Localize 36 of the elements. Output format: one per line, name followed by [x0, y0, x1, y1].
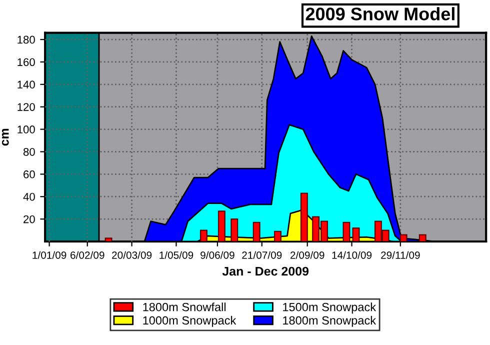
- x-tick-label: 1/05/09: [160, 251, 194, 259]
- x-tick-label: 20/03/09: [112, 251, 152, 259]
- x-axis-title: Jan - Dec 2009: [222, 266, 309, 276]
- y-tick-label: 140: [18, 80, 35, 89]
- bar: [274, 230, 282, 242]
- legend-label: 1500m Snowpack: [283, 302, 376, 314]
- y-tick-label: 160: [18, 58, 35, 66]
- y-tick-label: 40: [23, 192, 35, 201]
- x-tick-label: 1/01/09: [32, 251, 66, 259]
- bar: [342, 222, 350, 242]
- bar: [230, 218, 238, 242]
- bar: [200, 230, 208, 242]
- bar: [400, 234, 408, 242]
- x-tick-label: 29/11/09: [381, 251, 420, 259]
- x-tick-label: 9/06/09: [200, 251, 234, 259]
- bar: [352, 227, 360, 242]
- y-tick-label: 100: [18, 126, 35, 134]
- bar: [418, 234, 426, 242]
- legend-label: 1800m Snowfall: [143, 302, 226, 312]
- y-tick-label: 80: [23, 148, 35, 156]
- x-tick-label: 2/09/09: [290, 251, 324, 259]
- y-tick-label: 120: [18, 103, 35, 111]
- legend-label: 1000m Snowpack: [143, 316, 236, 327]
- bar: [252, 222, 260, 242]
- bar: [300, 192, 308, 242]
- chart-title: 2009 Snow Model: [306, 7, 454, 20]
- x-tick-label: 21/07/09: [242, 251, 282, 259]
- y-tick-label: 60: [24, 170, 35, 178]
- x-tick-label: 14/10/09: [332, 251, 372, 259]
- bar: [218, 210, 226, 242]
- y-tick-label: 20: [24, 215, 35, 224]
- y-axis-title: cm: [2, 128, 9, 146]
- bar: [104, 238, 112, 242]
- x-tick-label: 6/02/09: [70, 251, 104, 259]
- legend-label: 1800m Snowpack: [283, 316, 376, 327]
- y-tick-label: 180: [18, 36, 35, 44]
